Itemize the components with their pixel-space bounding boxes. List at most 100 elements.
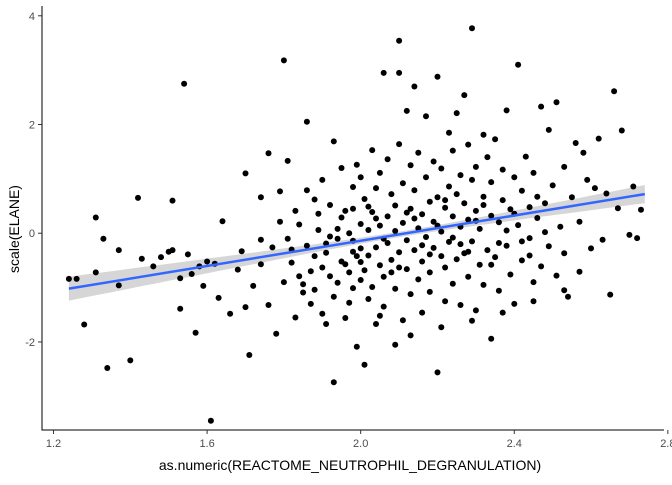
data-point	[138, 255, 145, 262]
data-point	[330, 379, 337, 386]
data-point	[495, 287, 502, 294]
data-point	[614, 205, 621, 212]
data-point	[215, 294, 222, 301]
data-point	[311, 286, 318, 293]
data-point	[319, 264, 326, 271]
data-point	[449, 147, 456, 154]
data-point	[396, 37, 403, 44]
data-point	[492, 254, 499, 261]
data-point	[553, 272, 560, 279]
data-point	[407, 205, 414, 212]
data-point	[300, 281, 307, 288]
data-point	[277, 188, 283, 195]
data-point	[472, 163, 479, 170]
confidence-band-layer	[68, 185, 645, 301]
data-point	[323, 321, 330, 327]
data-point	[250, 282, 257, 289]
data-point	[480, 193, 487, 200]
data-point	[438, 253, 445, 260]
data-point	[388, 256, 395, 263]
data-point	[580, 149, 587, 156]
data-point	[534, 215, 541, 221]
data-point	[346, 269, 353, 276]
data-point	[423, 234, 429, 240]
data-point	[369, 284, 376, 290]
data-point	[469, 238, 475, 245]
data-point	[330, 293, 337, 300]
data-point	[327, 202, 333, 208]
data-point	[446, 238, 452, 245]
data-point	[434, 73, 441, 80]
data-point	[515, 61, 522, 68]
data-point	[503, 227, 510, 234]
y-tick-label: 2	[29, 120, 35, 132]
data-point	[465, 141, 472, 148]
x-tick-label: 1.2	[46, 438, 61, 450]
data-point	[411, 187, 418, 194]
data-point	[376, 312, 383, 319]
data-point	[488, 179, 495, 186]
data-point	[177, 275, 184, 282]
data-point	[426, 251, 433, 258]
data-point	[526, 235, 533, 242]
data-point	[338, 214, 345, 221]
data-point	[634, 235, 641, 242]
data-point	[588, 245, 594, 252]
data-point	[469, 176, 475, 183]
data-point	[426, 269, 433, 276]
data-point	[327, 233, 333, 240]
data-point	[277, 218, 283, 225]
data-point	[399, 180, 406, 187]
data-point	[438, 324, 445, 331]
data-point	[338, 165, 345, 171]
data-point	[373, 321, 379, 327]
data-point	[392, 341, 399, 348]
data-point	[311, 196, 318, 203]
data-point	[342, 207, 349, 214]
data-point	[442, 298, 449, 305]
data-point	[388, 191, 395, 198]
fit-line-layer	[68, 192, 646, 290]
data-point	[350, 285, 356, 292]
data-point	[461, 200, 468, 207]
data-point	[323, 249, 330, 256]
data-point	[446, 129, 452, 136]
data-point	[334, 235, 341, 242]
data-point	[484, 247, 491, 254]
data-point	[411, 215, 418, 222]
data-point	[511, 174, 518, 181]
data-point	[396, 69, 403, 76]
x-tick-label: 2.0	[353, 438, 368, 450]
data-point	[380, 303, 387, 310]
data-point	[396, 264, 403, 271]
data-point	[469, 317, 475, 324]
data-point	[384, 156, 391, 163]
data-point	[280, 279, 287, 286]
data-point	[438, 165, 445, 172]
data-point	[135, 194, 141, 201]
data-point	[73, 275, 80, 282]
data-point	[388, 269, 395, 276]
data-point	[296, 273, 303, 280]
data-point	[599, 236, 606, 243]
data-point	[557, 223, 564, 230]
data-point	[369, 209, 376, 215]
data-point	[542, 229, 548, 236]
y-axis-title: scale(ELANE)	[6, 185, 22, 273]
data-point	[618, 127, 625, 134]
data-point	[476, 225, 483, 232]
data-point	[346, 230, 353, 237]
data-point	[169, 247, 176, 254]
data-point	[373, 244, 379, 251]
data-point	[526, 252, 533, 259]
data-point	[499, 197, 506, 204]
data-point	[238, 248, 245, 255]
data-point	[526, 204, 533, 211]
data-point	[204, 258, 211, 265]
data-point	[419, 258, 426, 265]
data-point	[515, 222, 522, 229]
data-point	[507, 271, 514, 278]
data-point	[376, 222, 383, 229]
data-point	[342, 261, 349, 268]
data-point	[518, 238, 525, 245]
